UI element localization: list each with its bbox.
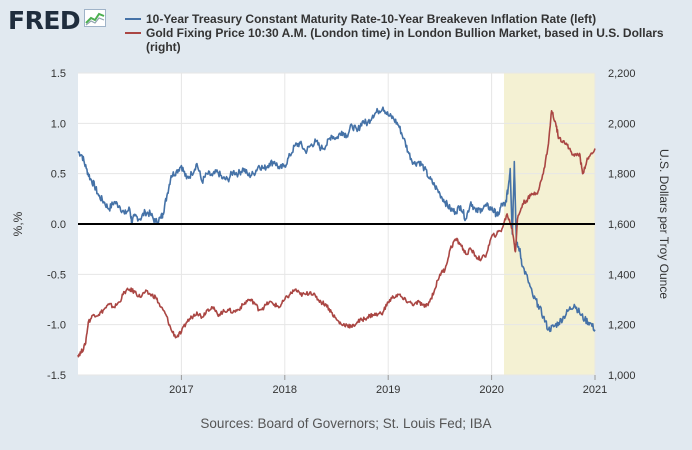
- legend-label-spread: 10-Year Treasury Constant Maturity Rate-…: [146, 12, 597, 26]
- right-tick-label: 1,000: [608, 370, 636, 382]
- x-tick-label: 2020: [479, 384, 503, 396]
- left-tick-label: -0.5: [47, 269, 66, 281]
- right-tick-label: 2,000: [608, 118, 636, 130]
- series-line-gold: [77, 110, 596, 358]
- left-tick-label: 0.0: [51, 219, 66, 231]
- chart-header: FRED 10-Year Treasury Constant Maturity …: [0, 0, 692, 62]
- legend-label-gold: Gold Fixing Price 10:30 A.M. (London tim…: [146, 26, 664, 54]
- legend-item-spread[interactable]: 10-Year Treasury Constant Maturity Rate-…: [125, 12, 685, 26]
- right-tick-label: 1,400: [608, 269, 636, 281]
- left-tick-label: -1.0: [47, 320, 66, 332]
- left-tick-label: 1.5: [51, 68, 66, 80]
- left-tick-label: -1.5: [47, 370, 66, 382]
- fred-logo[interactable]: FRED: [8, 6, 107, 35]
- x-tick-label: 2021: [583, 384, 607, 396]
- right-axis-label: U.S. Dollars per Troy Ounce: [657, 149, 671, 299]
- right-tick-label: 1,600: [608, 219, 636, 231]
- legend-item-gold[interactable]: Gold Fixing Price 10:30 A.M. (London tim…: [125, 26, 685, 54]
- left-tick-label: 0.5: [51, 169, 66, 181]
- x-tick-label: 2017: [169, 384, 193, 396]
- right-tick-label: 2,200: [608, 68, 636, 80]
- left-axis-label: %,%: [11, 211, 25, 236]
- legend-swatch-spread: [125, 18, 141, 20]
- chart-legend: 10-Year Treasury Constant Maturity Rate-…: [125, 12, 685, 54]
- right-tick-label: 1,800: [608, 169, 636, 181]
- right-tick-label: 1,200: [608, 320, 636, 332]
- fred-logo-text: FRED: [8, 6, 81, 35]
- legend-swatch-gold: [125, 32, 141, 34]
- left-tick-label: 1.0: [51, 118, 66, 130]
- source-note: Sources: Board of Governors; St. Louis F…: [200, 416, 492, 431]
- trend-chart-icon: [84, 9, 107, 32]
- x-tick-label: 2019: [376, 384, 400, 396]
- x-tick-label: 2018: [273, 384, 297, 396]
